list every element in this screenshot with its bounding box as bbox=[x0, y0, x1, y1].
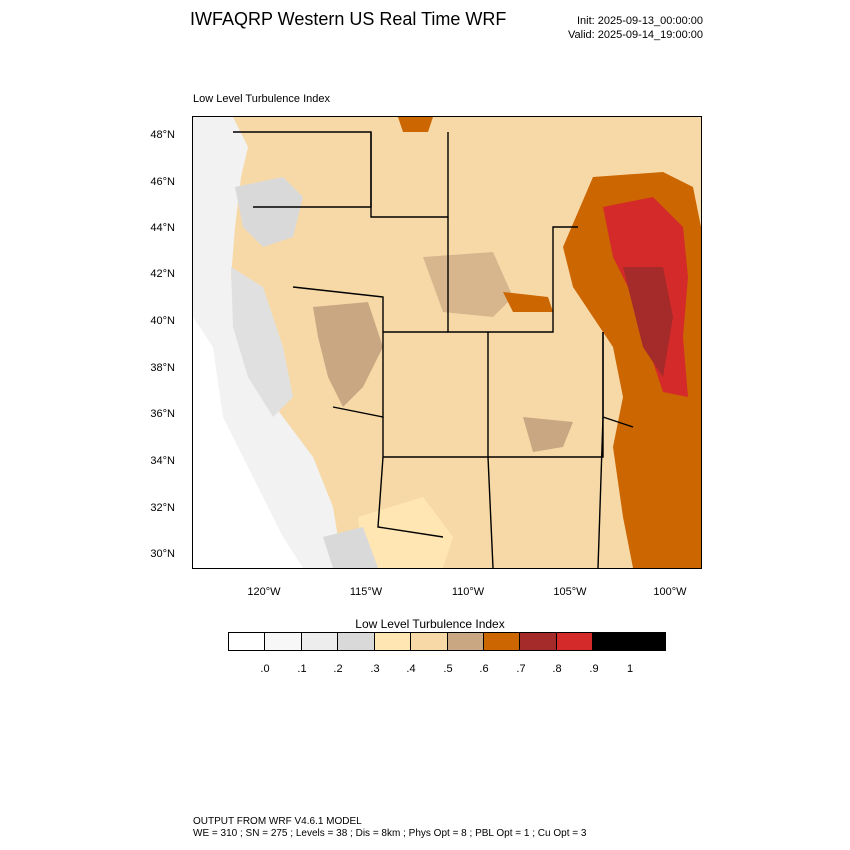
colorbar-swatch bbox=[593, 633, 630, 650]
colorbar-label: .8 bbox=[552, 663, 562, 675]
lat-label: 30°N bbox=[150, 548, 175, 560]
california-coast-low bbox=[231, 267, 293, 417]
colorbar-swatch bbox=[229, 633, 266, 650]
colorbar-swatch bbox=[520, 633, 557, 650]
colorbar-label: .3 bbox=[370, 663, 380, 675]
model-footer: OUTPUT FROM WRF V4.6.1 MODEL WE = 310 ; … bbox=[193, 816, 586, 840]
colorbar-label: .9 bbox=[589, 663, 599, 675]
great-basin-high bbox=[313, 302, 383, 407]
lon-label: 110°W bbox=[451, 586, 485, 598]
turbulence-map bbox=[192, 116, 702, 569]
lat-label: 36°N bbox=[150, 408, 175, 420]
lon-label: 120°W bbox=[247, 586, 281, 598]
plains-core-turbulence bbox=[623, 267, 673, 377]
lon-label: 100°W bbox=[653, 586, 687, 598]
lat-label: 40°N bbox=[150, 315, 175, 327]
wyoming-high bbox=[423, 252, 513, 317]
map-title: IWFAQRP Western US Real Time WRF bbox=[190, 9, 507, 29]
colorbar-label: 1 bbox=[626, 663, 634, 675]
colorbar-swatch bbox=[556, 633, 594, 650]
colorbar-swatch bbox=[629, 633, 666, 650]
colorbar-swatch bbox=[411, 633, 448, 650]
valid-time: Valid: 2025-09-14_19:00:00 bbox=[568, 29, 703, 41]
colorbar-label: .4 bbox=[406, 663, 416, 675]
colorbar-label: .5 bbox=[443, 663, 453, 675]
colorbar-swatch bbox=[483, 633, 521, 650]
colorbar-label: .6 bbox=[479, 663, 489, 675]
colorbar-label: .7 bbox=[516, 663, 526, 675]
init-time: Init: 2025-09-13_00:00:00 bbox=[577, 15, 703, 27]
montana-high bbox=[398, 117, 433, 132]
lat-label: 38°N bbox=[150, 362, 175, 374]
pacific-northwest-low bbox=[235, 177, 303, 247]
lat-label: 42°N bbox=[150, 268, 175, 280]
lat-label: 34°N bbox=[150, 455, 175, 467]
map-canvas bbox=[193, 117, 701, 569]
map-subtitle: Low Level Turbulence Index bbox=[193, 93, 330, 105]
offshore-min-region bbox=[193, 317, 303, 568]
colorbar-label: .1 bbox=[297, 663, 307, 675]
colorbar-title: Low Level Turbulence Index bbox=[355, 617, 505, 631]
state-boundaries bbox=[233, 131, 634, 569]
colorbar-label: .2 bbox=[333, 663, 343, 675]
lat-label: 32°N bbox=[150, 502, 175, 514]
lat-label: 44°N bbox=[150, 222, 175, 234]
colorbar bbox=[228, 632, 666, 651]
lat-label: 48°N bbox=[150, 129, 175, 141]
lon-label: 115°W bbox=[349, 586, 383, 598]
footer-config-line: WE = 310 ; SN = 275 ; Levels = 38 ; Dis … bbox=[193, 828, 587, 839]
new-mexico-high bbox=[523, 417, 573, 452]
colorbar-swatch bbox=[374, 633, 412, 650]
colorbar-swatch bbox=[447, 633, 484, 650]
colorbar-swatch bbox=[265, 633, 302, 650]
baja-low bbox=[323, 527, 378, 568]
colorado-high bbox=[503, 292, 553, 312]
colorbar-swatch bbox=[338, 633, 375, 650]
colorbar-label: .0 bbox=[260, 663, 270, 675]
lat-label: 46°N bbox=[150, 176, 175, 188]
colorbar-swatch bbox=[301, 633, 339, 650]
footer-model-line: OUTPUT FROM WRF V4.6.1 MODEL bbox=[193, 816, 362, 827]
run-time-info: Init: 2025-09-13_00:00:00 Valid: 2025-09… bbox=[568, 14, 703, 42]
lon-label: 105°W bbox=[553, 586, 587, 598]
arizona-region bbox=[358, 497, 453, 568]
